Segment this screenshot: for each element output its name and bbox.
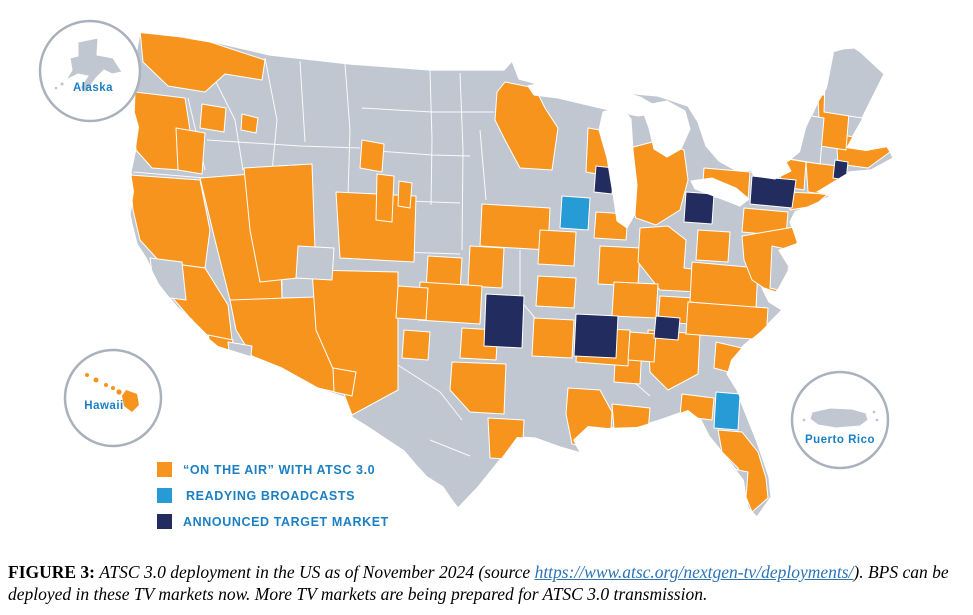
hawaii-island [116,389,122,395]
dma-region [149,257,187,301]
hawaii-inset-circle [63,348,163,448]
dma-region [295,245,335,281]
figure-number-label: FIGURE 3: [8,562,96,582]
legend-label-on-air: “ON THE AIR” WITH ATSC 3.0 [183,463,375,477]
hawaii-island [85,373,89,377]
hawaii-island [93,377,99,383]
dma-region [311,269,399,416]
dma-region [611,281,659,319]
dma-region [559,195,591,231]
puerto-rico-shape [809,407,869,429]
puerto-rico-islet [875,418,879,422]
dma-region [359,139,385,173]
dma-region [783,111,825,165]
market-regions [130,33,891,513]
dma-region [199,103,227,133]
legend-swatch-on-air [157,462,172,477]
dma-region [537,229,577,267]
puerto-rico-islet [802,418,806,422]
dma-region [401,329,431,361]
great-lakes [527,78,792,229]
hawaii-big-island [122,390,139,412]
dma-region [531,317,575,359]
dma-region [332,367,357,397]
dma-region [395,285,429,321]
caption-text: ATSC 3.0 deployment in the US as of Nove… [8,562,949,605]
dma-region [597,245,641,287]
dma-region [695,229,731,263]
on-air-markets [130,33,891,513]
legend-label-readying: READYING BROADCASTS [186,489,355,503]
legend-swatch-announced [157,514,172,529]
lake-ontario [748,159,792,180]
alaska-label: Alaska [73,82,113,94]
figure-caption: FIGURE 3: ATSC 3.0 deployment in the US … [0,553,973,606]
dma-region [823,47,885,119]
dma-region [130,174,211,269]
atsc-deployment-map: Alaska Hawaii Puerto Rico “ON THE AIR” W… [38,19,894,529]
dma-region [573,313,619,359]
lake-michigan [598,106,638,229]
dma-region [713,341,743,375]
dma-region [749,175,797,209]
alaska-shape [64,37,123,93]
hawaii-label: Hawaii [84,400,123,412]
dma-region [535,275,577,309]
alaska-inset: Alaska [38,19,142,123]
legend-swatch-readying [157,488,172,503]
dma-region [653,315,681,341]
aleutian-island [60,82,64,86]
dma-region [449,361,507,415]
puerto-rico-islet [872,410,876,414]
dma-region [240,113,259,134]
dma-region [805,161,839,197]
lake-erie [690,177,750,207]
dma-region [713,391,741,431]
legend-label-announced: ANNOUNCED TARGET MARKET [183,515,389,529]
dma-region [627,331,657,363]
readying-markets [559,195,741,431]
dma-region [487,417,525,461]
hawaii-island [104,383,108,387]
aleutian-island [54,86,58,90]
announced-markets [483,159,849,359]
dma-region [175,127,206,175]
source-link[interactable]: https://www.atsc.org/nextgen-tv/deployme… [534,562,854,582]
dma-region [397,180,413,209]
dma-region [685,301,769,341]
map-legend: “ON THE AIR” WITH ATSC 3.0 READYING BROA… [157,462,389,529]
dma-region [139,33,266,93]
dma-region [467,245,505,289]
dma-region [375,173,395,223]
dma-region [494,81,559,171]
dma-region [832,159,849,181]
puerto-rico-label: Puerto Rico [805,434,875,446]
hawaii-inset: Hawaii [63,348,163,448]
hawaii-island [111,386,115,390]
dma-region [683,191,715,225]
lake-huron [640,100,691,158]
puerto-rico-inset: Puerto Rico [790,370,890,470]
dma-region [679,393,715,421]
dma-region [483,293,525,349]
us-landmass [129,32,894,518]
